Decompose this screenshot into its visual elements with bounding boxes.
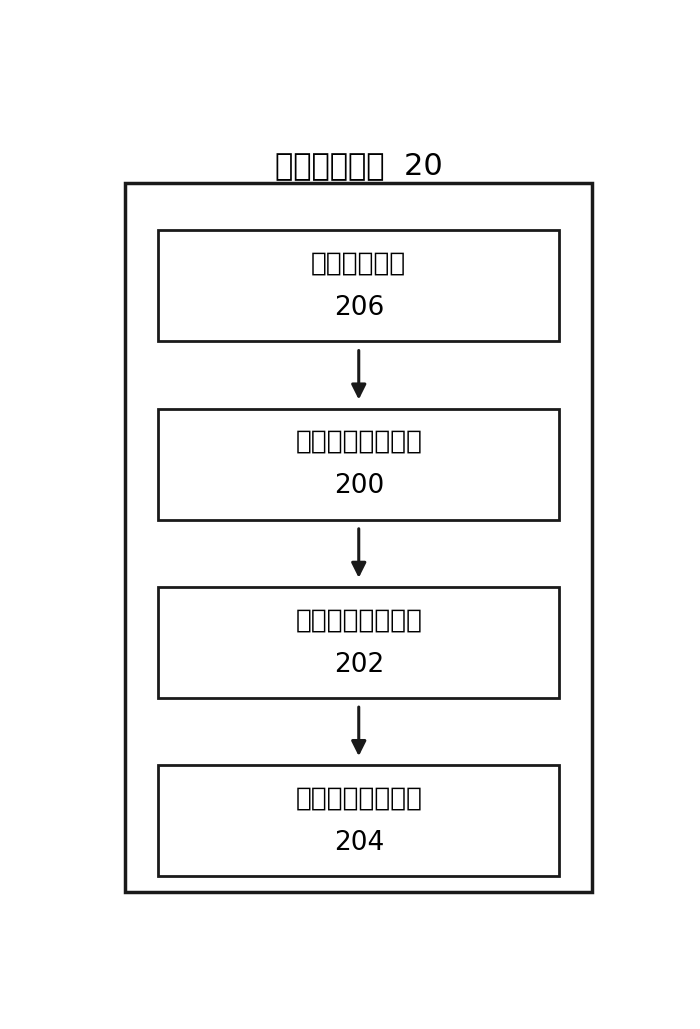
Text: 路链成本计算单元: 路链成本计算单元 bbox=[295, 607, 422, 633]
Text: 202: 202 bbox=[334, 651, 384, 678]
Bar bbox=[158, 409, 559, 520]
Bar bbox=[158, 587, 559, 698]
Bar bbox=[158, 230, 559, 342]
Text: 200: 200 bbox=[334, 473, 384, 499]
Text: 路径探测装置  20: 路径探测装置 20 bbox=[275, 151, 442, 180]
Text: 连续路径探测单元: 连续路径探测单元 bbox=[295, 785, 422, 812]
Text: 数据分组单元: 数据分组单元 bbox=[311, 251, 407, 277]
Text: 路链集合创建单元: 路链集合创建单元 bbox=[295, 429, 422, 455]
Bar bbox=[125, 183, 592, 892]
Text: 204: 204 bbox=[334, 830, 384, 856]
Text: 206: 206 bbox=[334, 295, 384, 321]
Bar bbox=[158, 766, 559, 877]
